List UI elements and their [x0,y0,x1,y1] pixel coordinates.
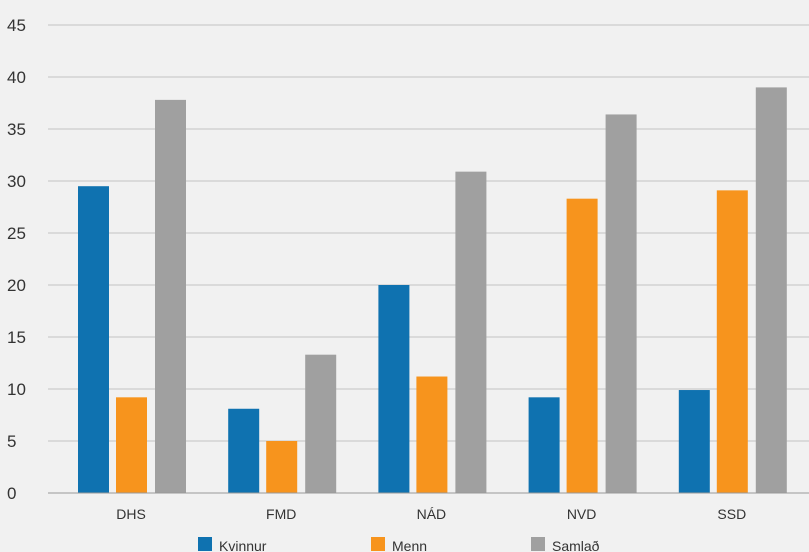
y-tick-label: 40 [7,68,26,87]
y-tick-label: 5 [7,432,16,451]
legend-swatch-menn [371,537,385,551]
y-tick-label: 35 [7,120,26,139]
bar-samlað-fmd [305,354,337,493]
legend-swatch-samlað [531,537,545,551]
y-tick-label: 25 [7,224,26,243]
x-axis-categories: DHS FMD NÁD NVD SSD [116,506,746,522]
bar-menn-dhs [116,397,147,493]
bar-samlað-dhs [155,99,186,493]
y-tick-label: 0 [7,484,16,503]
legend-label: Menn [392,538,427,552]
legend: Kvinnur Menn Samlað [198,537,600,552]
x-category-label: FMD [266,506,296,522]
legend-label: Kvinnur [219,538,267,552]
bar-samlað-nvd [605,114,637,493]
y-tick-label: 10 [7,380,26,399]
bar-menn-nád [416,376,448,493]
y-tick-label: 15 [7,328,26,347]
y-axis-ticks: 0 5 10 15 20 25 30 35 40 45 [7,16,26,503]
bar-kvinnur-fmd [228,408,260,493]
legend-swatch-kvinnur [198,537,212,551]
x-category-label: NVD [567,506,597,522]
bar-menn-ssd [716,190,748,494]
bar-menn-nvd [566,198,598,493]
x-category-label: SSD [717,506,746,522]
x-category-label: NÁD [417,506,447,522]
bar-samlað-ssd [755,87,787,494]
y-tick-label: 30 [7,172,26,191]
y-tick-label: 20 [7,276,26,295]
bar-menn-fmd [266,441,298,493]
bar-kvinnur-dhs [78,186,109,493]
bars [78,87,787,494]
bar-kvinnur-nvd [528,397,560,493]
bar-kvinnur-nád [378,285,410,493]
x-category-label: DHS [116,506,146,522]
bar-samlað-nád [455,171,487,493]
bar-kvinnur-ssd [678,390,710,493]
y-tick-label: 45 [7,16,26,35]
legend-label: Samlað [552,538,600,552]
